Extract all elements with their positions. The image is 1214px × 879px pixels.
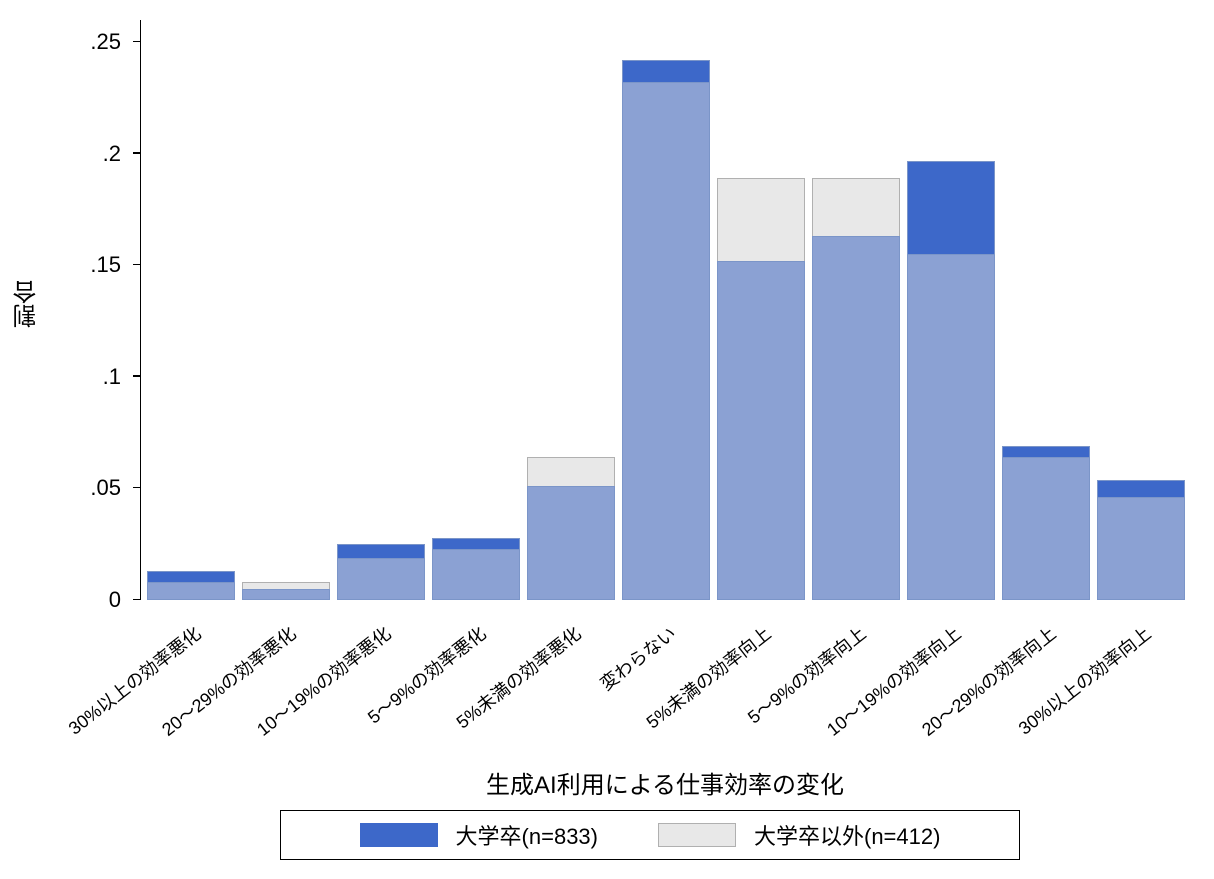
x-tick-label: 変わらない xyxy=(594,620,681,696)
bar-group xyxy=(1097,20,1185,600)
bar-overlap xyxy=(242,589,330,600)
bar-group xyxy=(1002,20,1090,600)
bar-group xyxy=(812,20,900,600)
plot-area: 0.05.1.15.2.25 xyxy=(140,20,1190,600)
bar-overlap xyxy=(1002,457,1090,600)
legend-swatch-nonuniv xyxy=(658,823,736,847)
y-tick-label: .25 xyxy=(90,29,121,55)
bars-layer xyxy=(141,20,1190,600)
bar-group xyxy=(432,20,520,600)
bar-group xyxy=(527,20,615,600)
y-tick-mark xyxy=(133,41,141,43)
y-tick-mark xyxy=(133,487,141,489)
bar-group xyxy=(717,20,805,600)
bar-overlap xyxy=(147,582,235,600)
bar-overlap xyxy=(812,236,900,600)
legend-item-nonuniv: 大学卒以外(n=412) xyxy=(658,819,940,851)
bar-overlap xyxy=(1097,497,1185,600)
legend-label-univ: 大学卒(n=833) xyxy=(456,819,598,851)
bar-overlap xyxy=(432,549,520,600)
bar-group xyxy=(907,20,995,600)
y-tick-label: .1 xyxy=(103,364,121,390)
bar-group xyxy=(337,20,425,600)
bar-overlap xyxy=(527,486,615,600)
bar-overlap xyxy=(622,82,710,600)
legend-swatch-univ xyxy=(360,823,438,847)
bar-group xyxy=(147,20,235,600)
y-tick-mark xyxy=(133,375,141,377)
y-tick-label: .2 xyxy=(103,141,121,167)
legend: 大学卒(n=833) 大学卒以外(n=412) xyxy=(280,810,1020,860)
legend-item-univ: 大学卒(n=833) xyxy=(360,819,598,851)
y-tick-mark xyxy=(133,264,141,266)
bar-group xyxy=(242,20,330,600)
y-tick-label: 0 xyxy=(109,587,121,613)
y-axis-label: 割合 xyxy=(10,280,45,328)
x-labels: 30%以上の効率悪化20〜29%の効率悪化10〜19%の効率悪化5〜9%の効率悪… xyxy=(140,610,1190,740)
legend-label-nonuniv: 大学卒以外(n=412) xyxy=(754,819,940,851)
bar-group xyxy=(622,20,710,600)
y-tick-mark xyxy=(133,152,141,154)
bar-overlap xyxy=(337,558,425,600)
y-tick-mark xyxy=(133,599,141,601)
chart-container: 割合 0.05.1.15.2.25 30%以上の効率悪化20〜29%の効率悪化1… xyxy=(0,0,1214,879)
y-tick-label: .05 xyxy=(90,475,121,501)
x-axis-title: 生成AI利用による仕事効率の変化 xyxy=(140,765,1190,800)
y-tick-label: .15 xyxy=(90,252,121,278)
bar-overlap xyxy=(717,261,805,600)
bar-overlap xyxy=(907,254,995,600)
